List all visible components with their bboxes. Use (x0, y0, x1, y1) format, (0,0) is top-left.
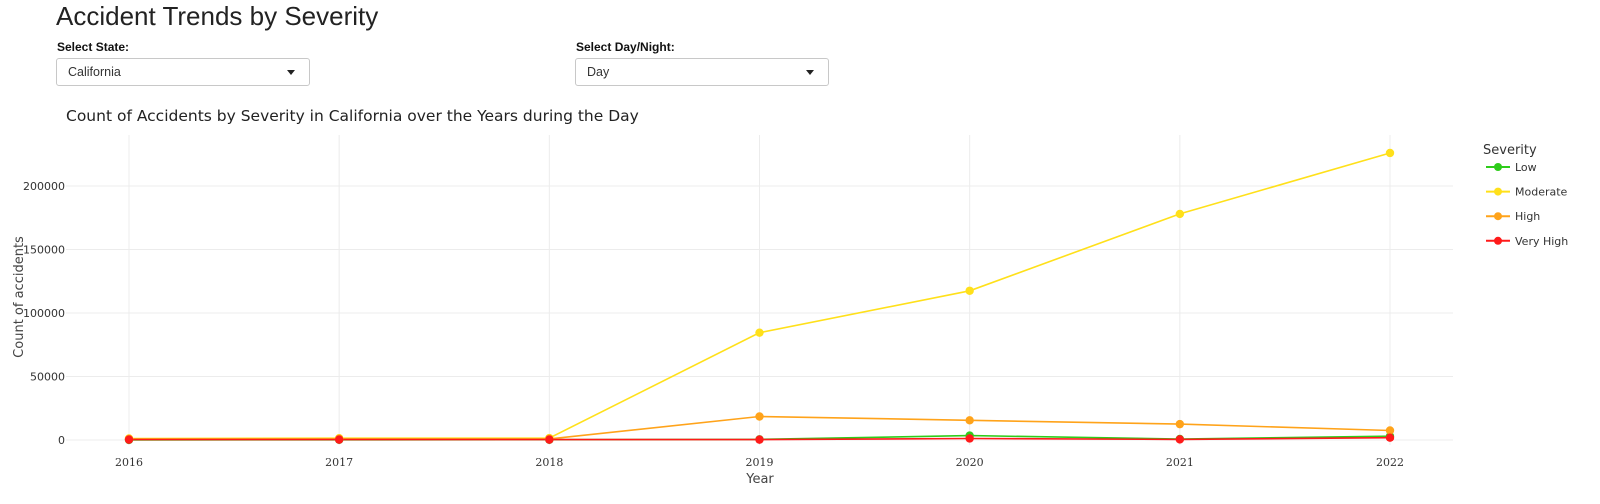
legend-swatch-marker (1494, 163, 1502, 171)
legend-swatch-marker (1494, 212, 1502, 221)
state-select-value: California (68, 65, 121, 79)
x-tick-label: 2022 (1376, 456, 1404, 469)
y-tick-label: 0 (58, 434, 65, 447)
data-point-moderate (965, 286, 974, 295)
x-tick-label: 2019 (746, 456, 774, 469)
legend-title: Severity (1483, 143, 1537, 158)
data-point-very-high (1175, 435, 1185, 444)
series-points (124, 148, 1395, 445)
x-tick-label: 2016 (115, 456, 143, 469)
legend-item-very-high: Very High (1486, 235, 1568, 248)
data-point-very-high (1385, 433, 1395, 442)
y-tick-label: 200000 (23, 180, 65, 193)
data-point-moderate (1175, 209, 1185, 219)
legend-label: Moderate (1515, 186, 1568, 199)
y-tick-label: 150000 (23, 244, 65, 257)
x-axis-label: Year (745, 472, 774, 487)
daynight-select-label: Select Day/Night: (576, 40, 675, 54)
legend-swatch-marker (1494, 236, 1502, 245)
data-point-very-high (755, 435, 764, 444)
chevron-down-icon (287, 70, 295, 75)
y-axis-ticks: 0 50000 100000 150000 200000 (23, 180, 65, 447)
daynight-select[interactable]: Day (575, 58, 829, 86)
data-point-high (965, 416, 974, 425)
legend-label: Low (1515, 161, 1537, 174)
data-point-high (1175, 419, 1185, 429)
data-point-moderate (1385, 148, 1395, 158)
x-tick-label: 2018 (535, 456, 563, 469)
x-axis-ticks: 2016 2017 2018 2019 2020 2021 2022 (115, 456, 1404, 469)
legend: Severity Low Moderate High Very High (1483, 143, 1568, 248)
y-tick-label: 50000 (30, 371, 65, 384)
chevron-down-icon (806, 70, 814, 75)
legend-label: High (1515, 210, 1540, 223)
y-axis-label: Count of accidents (12, 236, 27, 358)
state-select-label: Select State: (57, 40, 130, 54)
legend-swatch-marker (1494, 187, 1502, 196)
legend-item-low: Low (1486, 161, 1537, 174)
data-point-very-high (965, 434, 974, 443)
x-tick-label: 2017 (325, 456, 353, 469)
x-tick-label: 2020 (956, 456, 984, 469)
state-select[interactable]: California (56, 58, 310, 86)
y-tick-label: 100000 (23, 307, 65, 320)
legend-item-high: High (1486, 210, 1540, 223)
daynight-select-value: Day (587, 65, 610, 79)
legend-label: Very High (1515, 235, 1568, 248)
x-tick-label: 2021 (1166, 456, 1194, 469)
chart-title: Count of Accidents by Severity in Califo… (66, 107, 639, 125)
legend-item-moderate: Moderate (1486, 186, 1568, 199)
chart-grid (66, 135, 1453, 445)
data-point-very-high (334, 435, 344, 444)
data-point-moderate (755, 328, 764, 337)
data-point-very-high (124, 435, 134, 444)
page-title: Accident Trends by Severity (56, 1, 379, 31)
data-point-very-high (545, 435, 554, 444)
data-point-high (1385, 426, 1395, 435)
data-point-high (755, 412, 764, 421)
